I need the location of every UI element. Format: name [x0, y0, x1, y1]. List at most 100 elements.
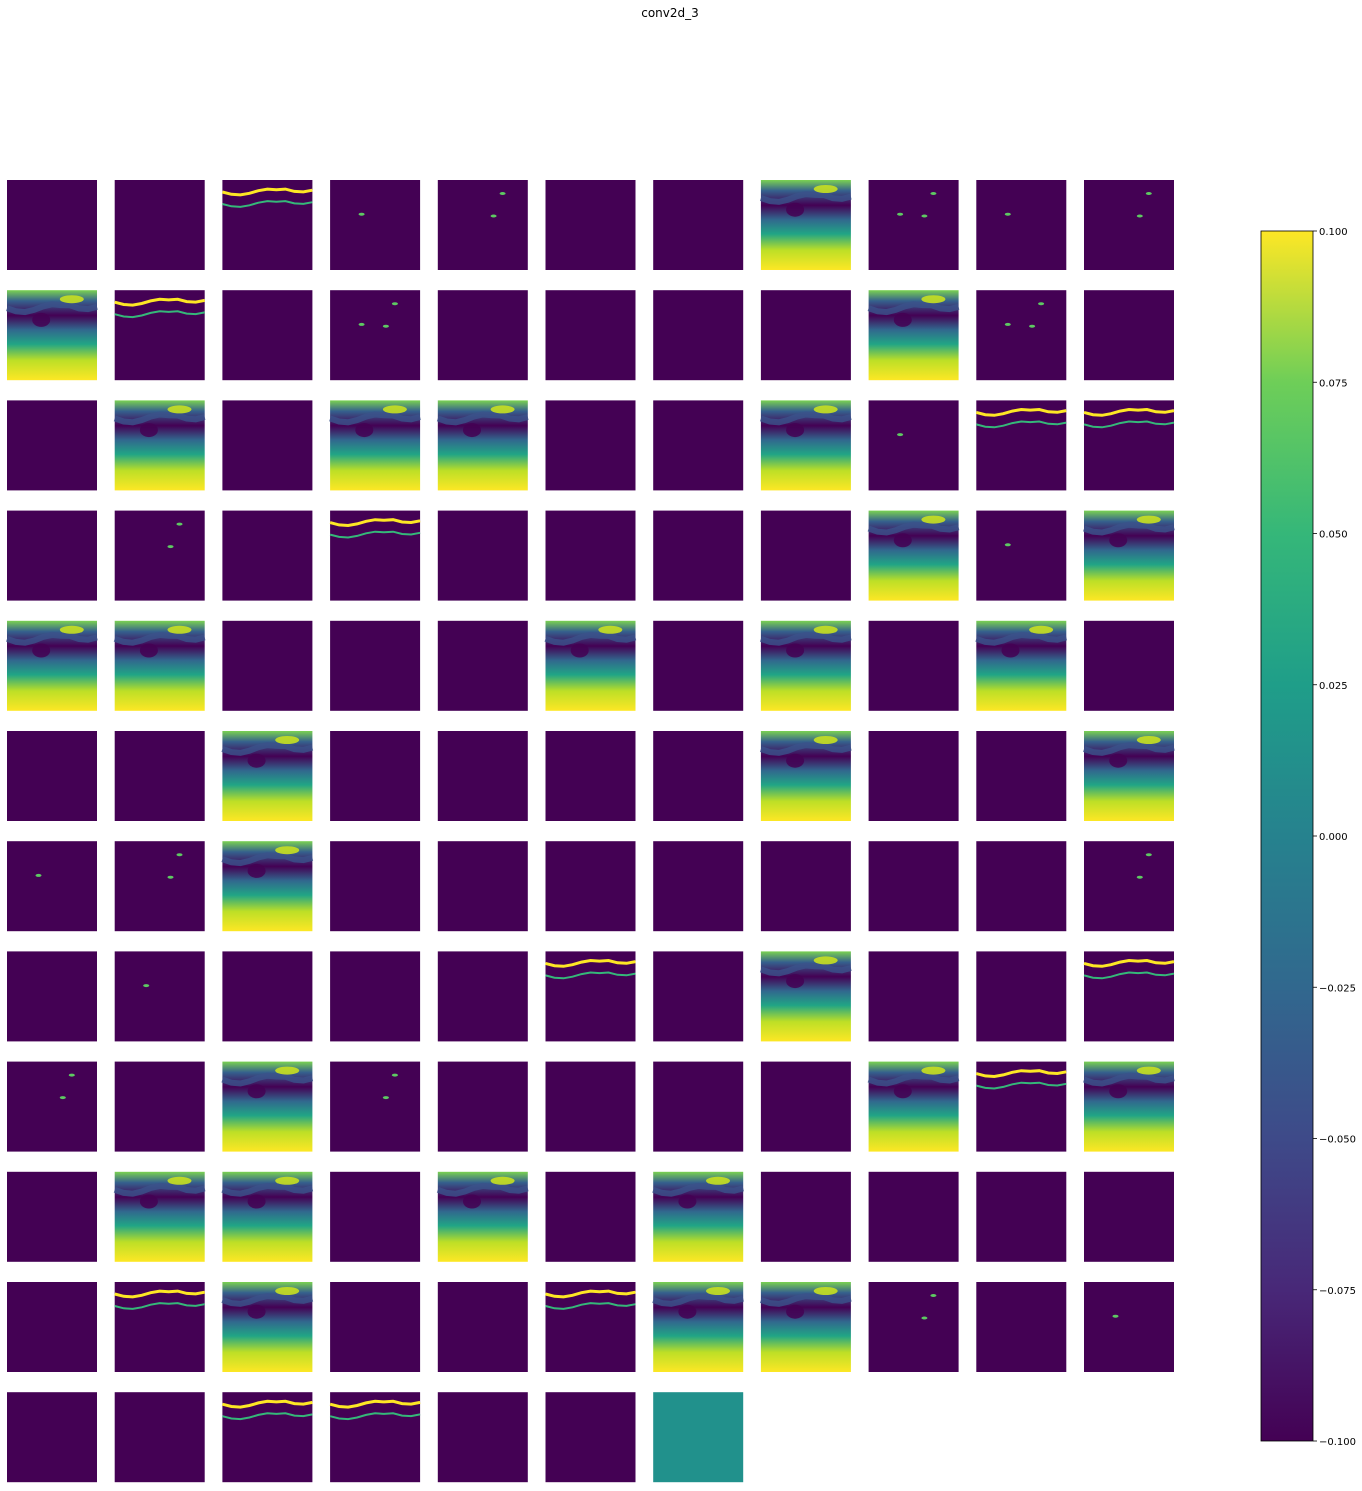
panel-ridge: [921, 295, 946, 304]
panel-background: [1084, 1171, 1174, 1262]
feature-map-panel: [976, 510, 1067, 601]
panel-spot: [921, 214, 928, 218]
panel-background: [222, 951, 313, 1042]
panel-spot: [391, 1073, 398, 1077]
panel-band: [113, 411, 206, 426]
panel-background: [760, 1171, 851, 1262]
panel-background: [976, 1282, 1067, 1372]
feature-map-panel: [7, 841, 97, 932]
feature-map-panel: [114, 290, 205, 381]
panel-background: [222, 290, 313, 381]
panel-background: [7, 1392, 97, 1483]
panel-background: [114, 180, 205, 270]
feature-map-panel: [113, 400, 206, 491]
feature-map-panel: [437, 951, 528, 1042]
panel-background: [545, 510, 636, 601]
panel-background: [330, 1282, 421, 1372]
panel-band: [222, 187, 313, 197]
feature-map-panel: [545, 1282, 636, 1372]
feature-map-panel: [436, 1171, 529, 1262]
figure-title: conv2d_3: [641, 6, 699, 20]
panel-ridge: [1029, 625, 1054, 634]
feature-map-panel: [868, 1171, 959, 1262]
feature-map-panel: [653, 1392, 744, 1483]
panel-background: [1084, 290, 1174, 381]
feature-map-panel: [7, 1171, 97, 1262]
panel-band: [221, 1182, 314, 1197]
feature-map-panel: [221, 1061, 314, 1152]
panel-trough: [570, 643, 589, 658]
panel-band: [329, 518, 421, 528]
panel-band: [221, 1293, 314, 1307]
feature-map-panel: [1084, 180, 1174, 270]
panel-band: [1083, 420, 1175, 429]
panel-band: [221, 742, 314, 756]
panel-background: [114, 1061, 205, 1152]
feature-map-panel: [1083, 1061, 1175, 1152]
panel-background: [868, 951, 959, 1042]
panel-background: [7, 731, 97, 821]
panel-trough: [786, 753, 805, 768]
feature-map-panel: [6, 290, 98, 381]
panel-ridge: [921, 1066, 946, 1075]
panel-band: [759, 1293, 852, 1307]
panel-background: [545, 290, 636, 381]
feature-map-panel: [976, 1282, 1067, 1372]
feature-map-panel: [437, 1392, 528, 1483]
panel-band: [436, 1182, 529, 1197]
panel-background: [653, 951, 744, 1042]
feature-map-panel: [221, 1282, 314, 1372]
feature-map-panel: [7, 1061, 97, 1152]
panel-background: [7, 841, 97, 932]
panel-background: [976, 731, 1067, 821]
panel-trough: [1109, 533, 1128, 548]
feature-map-panel: [545, 1061, 636, 1152]
panel-ridge: [167, 1176, 192, 1185]
panel-band: [114, 1289, 205, 1299]
panel-trough: [893, 533, 912, 548]
panel-spot: [176, 853, 183, 857]
panel-band: [652, 1293, 744, 1307]
feature-map-panel: [7, 1282, 97, 1372]
panel-ridge: [167, 625, 192, 634]
panel-spot: [68, 1073, 75, 1077]
feature-map-panel: [653, 731, 744, 821]
panel-background: [222, 400, 313, 491]
panel-background: [437, 1061, 528, 1152]
panel-trough: [463, 423, 481, 438]
feature-map-panel: [760, 510, 851, 601]
panel-spot: [1136, 214, 1143, 218]
feature-map-panel: [330, 1061, 421, 1152]
panel-ridge: [59, 625, 84, 634]
panel-background: [760, 290, 851, 381]
feature-map-panel: [330, 1171, 421, 1262]
panel-background: [653, 841, 744, 932]
feature-map-panel: [976, 180, 1067, 270]
panel-band: [113, 631, 206, 646]
panel-ridge: [275, 736, 300, 744]
feature-map-panel: [868, 951, 959, 1042]
panel-band: [867, 301, 960, 316]
feature-map-panel: [114, 180, 205, 270]
panel-ridge: [813, 956, 838, 965]
panel-background: [330, 620, 421, 711]
feature-map-panel: [7, 510, 97, 601]
panel-spot: [167, 545, 174, 549]
panel-band: [975, 631, 1068, 646]
feature-map-panel: [330, 290, 421, 381]
panel-background: [330, 731, 421, 821]
feature-map-panel: [7, 1392, 97, 1483]
panel-spot: [1112, 1314, 1119, 1318]
colorbar-gradient: [1260, 230, 1314, 1442]
feature-map-panel: [545, 951, 636, 1042]
panel-band: [975, 1069, 1067, 1079]
panel-background: [7, 1061, 97, 1152]
panel-ridge: [598, 625, 623, 634]
panel-spot: [143, 984, 150, 988]
feature-map-panel: [222, 620, 313, 711]
panel-band: [652, 1182, 744, 1197]
panel-background: [222, 510, 313, 601]
panel-spot: [35, 873, 42, 877]
panel-spot: [1145, 192, 1152, 195]
